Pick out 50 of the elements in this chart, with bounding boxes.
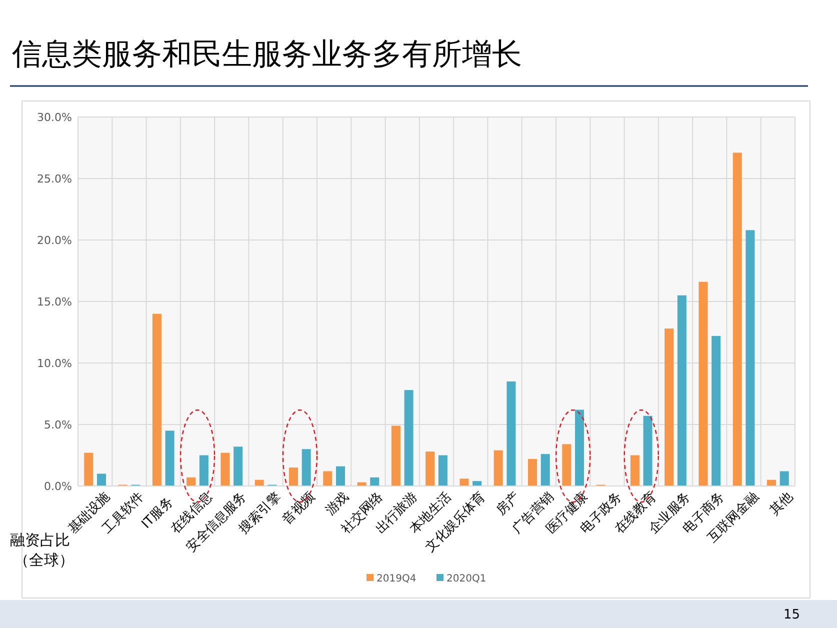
bar [370,477,380,486]
bar [732,152,742,486]
bar [780,471,789,486]
bar [575,410,584,486]
bar [506,381,516,486]
bar [220,452,230,486]
y-axis-title: 融资占比（全球） [10,531,74,569]
bar [562,444,572,486]
bar [540,454,550,486]
legend-label: 2019Q4 [376,574,416,584]
bar [391,426,400,486]
bar [677,295,686,486]
bar [302,449,311,486]
bar [630,455,640,486]
y-tick-label: 5.0% [44,418,72,432]
bar [323,471,332,486]
y-tick-label: 0.0% [44,480,72,493]
bar [746,230,755,486]
bar [712,336,721,486]
bar [438,455,448,486]
bar [426,452,435,486]
bar [767,480,776,486]
chart-title: 信息类服务和民生服务业务多有所增长 [12,37,522,72]
bar [698,282,708,486]
y-tick-label: 25.0% [37,172,72,186]
bar [186,477,196,486]
y-tick-label: 20.0% [37,234,72,247]
bar [528,458,537,486]
y-tick-label: 30.0% [37,110,72,124]
bar [494,450,503,486]
bar [84,452,94,486]
text: 15 [783,608,800,623]
y-tick-label: 10.0% [37,356,72,370]
bar [460,478,469,486]
bar [336,466,345,486]
bar [152,314,162,486]
bar [97,474,106,486]
bar [289,468,298,486]
bar [254,480,264,486]
legend-label: 2020Q1 [446,574,486,584]
bar [643,416,652,486]
bar [234,446,243,486]
x-tick-label: 音视频 [280,489,318,528]
bar [664,328,674,486]
bar [165,430,174,486]
x-tick-label: 其他 [766,489,796,518]
bar [199,455,208,486]
y-tick-label: 15.0% [37,295,72,308]
bar [404,390,414,486]
bar [472,481,482,486]
